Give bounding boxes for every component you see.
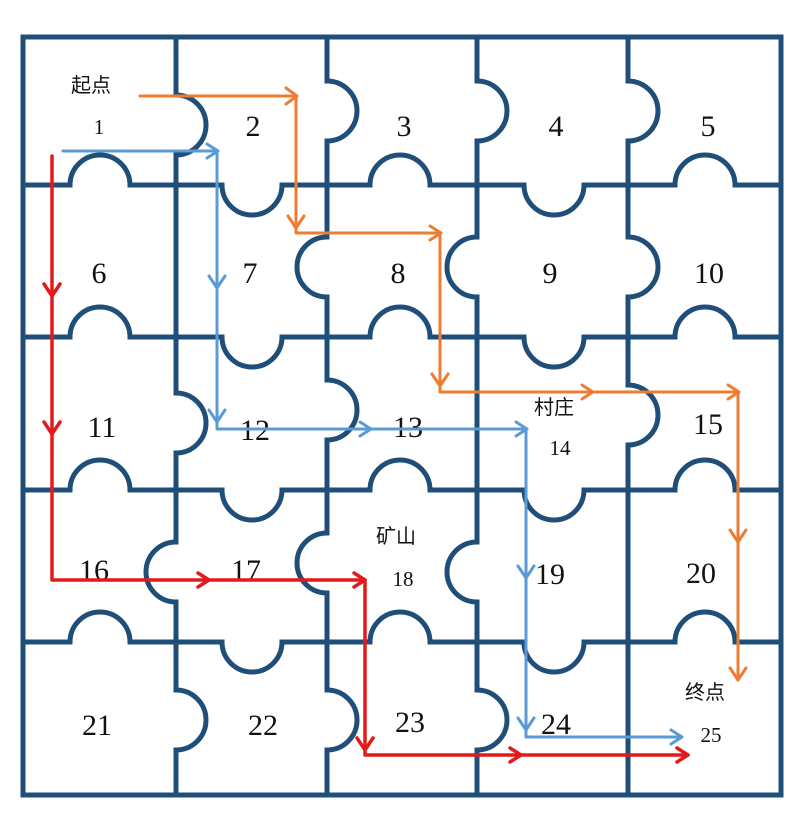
red-arrow-1 <box>42 282 62 298</box>
blue-arrow-3 <box>207 408 227 424</box>
start-label: 起点 <box>71 73 111 97</box>
red-arrow-7 <box>675 746 690 764</box>
cell-9-number: 9 <box>543 257 558 290</box>
cell-14-number: 14 <box>550 436 572 460</box>
cell-20-number: 20 <box>686 557 716 590</box>
grid-line-v3 <box>444 34 510 798</box>
cell-22-number: 22 <box>248 709 278 742</box>
cell-15-number: 15 <box>693 408 723 441</box>
cell-11-number: 11 <box>88 411 117 444</box>
cell-19-number: 19 <box>535 558 565 591</box>
blue-arrow-2 <box>207 274 227 290</box>
blue-arrow-1 <box>205 142 220 160</box>
cell-18-number: 18 <box>393 567 414 591</box>
orange-arrow-5 <box>580 383 595 401</box>
red-arrow-5 <box>355 736 375 752</box>
orange-arrow-3 <box>428 224 443 242</box>
blue-arrow-4 <box>358 420 373 438</box>
blue-arrow-8 <box>669 728 684 746</box>
blue-arrow-7 <box>516 716 536 732</box>
cell-2-number: 2 <box>246 110 261 143</box>
cell-numbers: 1 2 3 4 5 6 7 8 9 10 11 12 13 14 15 16 1… <box>79 110 724 747</box>
red-arrow-2 <box>42 420 62 436</box>
cell-6-number: 6 <box>92 257 107 290</box>
cell-16-number: 16 <box>79 554 109 587</box>
cell-10-number: 10 <box>694 257 724 290</box>
mine-label: 矿山 <box>376 524 416 548</box>
grid-line-h2 <box>20 304 784 370</box>
cell-25-number: 25 <box>701 723 722 747</box>
cell-8-number: 8 <box>391 257 406 290</box>
red-arrow-3 <box>196 571 211 589</box>
grid-line-h1 <box>20 152 784 218</box>
grid-line-v2 <box>294 34 360 798</box>
orange-arrow-6 <box>726 383 741 401</box>
blue-arrow-6 <box>516 564 536 580</box>
grid-border <box>20 34 784 798</box>
cell-1-number: 1 <box>94 115 105 139</box>
cell-7-number: 7 <box>243 257 258 290</box>
end-label: 终点 <box>685 680 725 704</box>
cell-21-number: 21 <box>82 709 112 742</box>
grid-line-h4 <box>20 609 784 675</box>
blue-route <box>61 142 684 746</box>
place-labels: 起点 村庄 矿山 终点 <box>71 73 725 704</box>
blue-arrow-5 <box>514 420 529 438</box>
grid-line-h3 <box>20 457 784 523</box>
puzzle-grid <box>20 34 784 798</box>
cell-17-number: 17 <box>231 554 261 587</box>
orange-arrow-8 <box>728 666 748 682</box>
cell-5-number: 5 <box>701 110 716 143</box>
blue-route-line <box>61 149 684 739</box>
red-route <box>42 154 690 764</box>
grid-line-v4 <box>625 34 661 798</box>
orange-arrow-1 <box>284 86 299 106</box>
cell-4-number: 4 <box>549 110 564 143</box>
orange-arrow-4 <box>430 372 450 388</box>
orange-route <box>138 86 748 682</box>
orange-arrow-7 <box>728 528 748 544</box>
red-arrow-4 <box>352 571 367 589</box>
red-route-line <box>50 154 690 757</box>
cell-3-number: 3 <box>397 110 412 143</box>
village-label: 村庄 <box>534 395 574 419</box>
cell-23-number: 23 <box>395 706 425 739</box>
red-arrow-6 <box>508 746 523 764</box>
orange-arrow-2 <box>286 214 306 230</box>
